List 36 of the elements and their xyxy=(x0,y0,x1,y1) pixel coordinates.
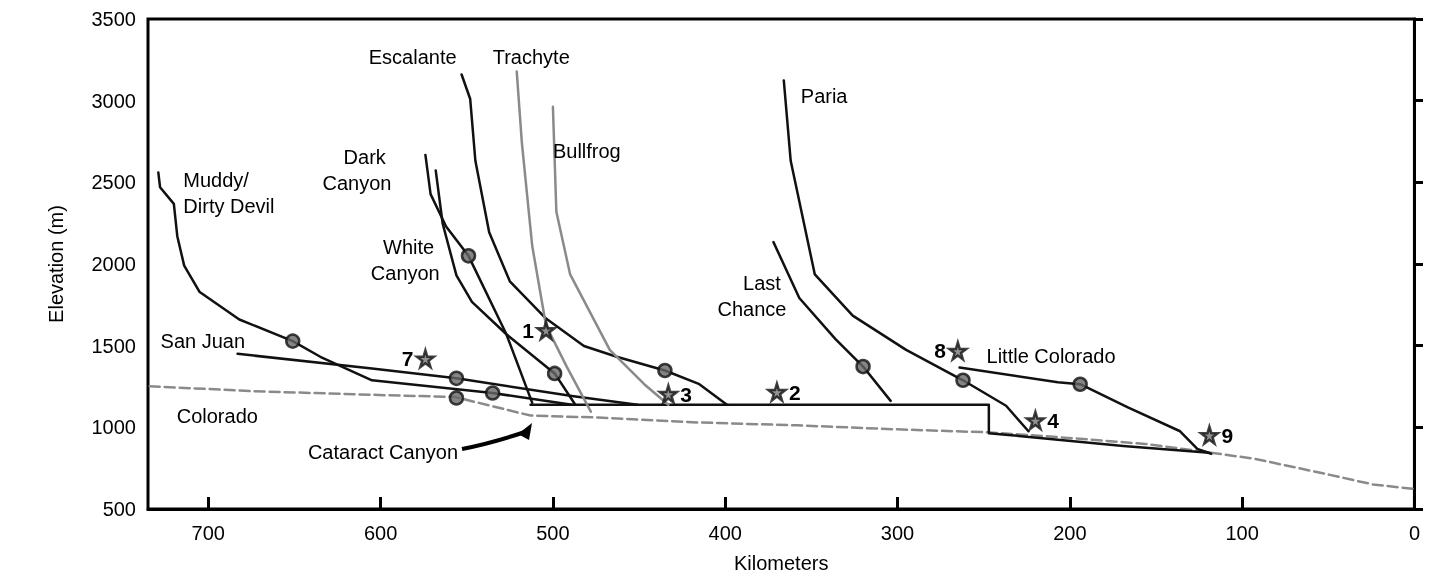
y-tick-label: 1500 xyxy=(91,334,136,357)
annotation: 9 xyxy=(1221,423,1234,447)
x-tick-label: 0 xyxy=(1408,522,1420,544)
x-tick-label: 700 xyxy=(191,522,225,544)
annotation: 7 xyxy=(401,347,414,371)
series-label: Paria xyxy=(800,85,849,108)
series-label: Trachyte xyxy=(492,45,570,68)
annotation: 2 xyxy=(788,380,801,404)
x-tick-label: 400 xyxy=(708,522,742,544)
y-tick-label: 500 xyxy=(102,498,136,520)
annotation: 1 xyxy=(522,318,535,342)
series-label: Last Chance xyxy=(717,272,787,321)
x-tick-label: 600 xyxy=(363,522,398,544)
x-axis-title: Kilometers xyxy=(733,552,829,574)
series-label: San Juan xyxy=(160,329,246,352)
series-label: Colorado xyxy=(176,405,258,428)
series-label: Escalante xyxy=(368,45,457,68)
series-label: Muddy/ Dirty Devil xyxy=(183,168,275,217)
annotation: 4 xyxy=(1047,408,1060,432)
x-tick-label: 500 xyxy=(536,522,570,544)
series-label: Dark Canyon xyxy=(322,145,392,194)
annotation: 3 xyxy=(680,382,693,406)
y-tick-label: 2500 xyxy=(91,171,136,194)
x-tick-label: 100 xyxy=(1225,522,1259,544)
y-tick-label: 2000 xyxy=(91,253,136,275)
y-tick-label: 3500 xyxy=(91,8,136,30)
series-label: Bullfrog xyxy=(552,139,621,162)
x-tick-label: 300 xyxy=(880,522,915,544)
series-label: Little Colorado xyxy=(986,344,1116,367)
annotation: 8 xyxy=(934,339,947,363)
y-tick-label: 1000 xyxy=(91,416,136,439)
series-label: White Canyon xyxy=(370,235,440,284)
y-tick-label: 3000 xyxy=(91,89,136,112)
x-tick-label: 200 xyxy=(1053,522,1087,544)
annotation: Cataract Canyon xyxy=(307,441,458,463)
y-axis-title: Elevation (m) xyxy=(45,205,67,323)
